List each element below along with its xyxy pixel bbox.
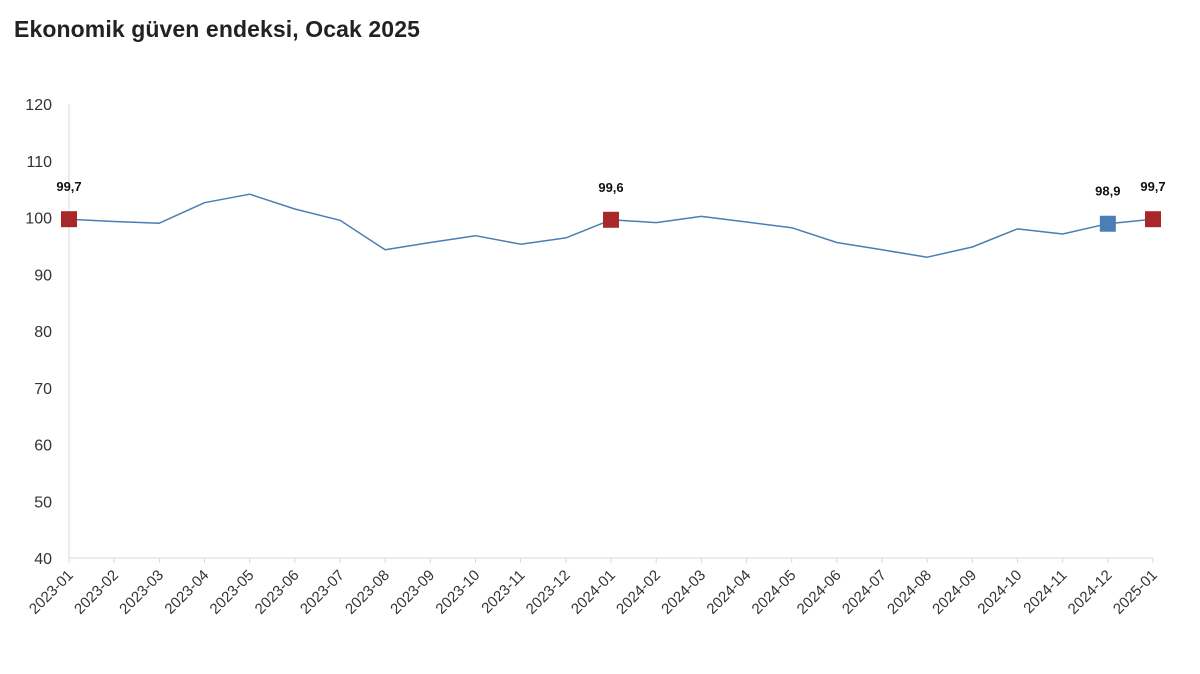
y-tick-label: 70 (34, 381, 52, 398)
data-label: 98,9 (1095, 184, 1120, 199)
x-tick-label: 2024-09 (929, 567, 980, 618)
x-tick-label: 2023-01 (26, 567, 77, 618)
x-tick-label: 2023-03 (116, 567, 167, 618)
x-tick-label: 2023-02 (71, 567, 122, 618)
x-tick-label: 2024-06 (794, 567, 845, 618)
x-tick-label: 2024-05 (749, 567, 800, 618)
x-tick-label: 2024-01 (568, 567, 619, 618)
chart-title: Ekonomik güven endeksi, Ocak 2025 (14, 16, 420, 42)
x-tick-label: 2024-10 (974, 567, 1025, 618)
x-tick-label: 2023-09 (387, 567, 438, 618)
x-axis: 2023-012023-022023-032023-042023-052023-… (26, 557, 1161, 618)
y-tick-label: 120 (25, 97, 52, 114)
data-label: 99,7 (1140, 179, 1165, 194)
x-tick-label: 2024-12 (1065, 567, 1116, 618)
x-tick-label: 2023-04 (161, 567, 212, 618)
x-tick-label: 2023-10 (432, 567, 483, 618)
y-tick-label: 60 (34, 438, 52, 455)
x-tick-label: 2024-02 (613, 567, 664, 618)
x-tick-label: 2023-06 (252, 567, 303, 618)
y-tick-label: 90 (34, 267, 52, 284)
x-tick-label: 2023-05 (207, 567, 258, 618)
x-tick-label: 2024-11 (1020, 567, 1070, 617)
x-tick-label: 2025-01 (1110, 567, 1161, 618)
x-tick-label: 2023-12 (523, 567, 574, 618)
y-tick-label: 100 (25, 211, 52, 228)
highlight-marker (61, 211, 77, 228)
data-label: 99,7 (56, 179, 81, 194)
y-tick-label: 80 (34, 324, 52, 341)
y-tick-label: 50 (34, 494, 52, 511)
highlight-marker (1145, 211, 1161, 228)
data-label: 99,6 (598, 180, 623, 195)
x-tick-label: 2024-03 (658, 567, 709, 618)
y-tick-label: 110 (26, 154, 52, 171)
x-tick-label: 2023-08 (342, 567, 393, 618)
y-axis: 40 50 60 70 80 90 100 110 120 (25, 97, 70, 568)
x-tick-label: 2023-11 (478, 567, 528, 617)
y-tick-label: 40 (34, 551, 52, 568)
x-tick-label: 2023-07 (297, 567, 348, 618)
x-tick-label: 2024-07 (839, 567, 890, 618)
x-tick-label: 2024-04 (703, 567, 754, 618)
marker-layer: 99,7 99,6 98,9 99,7 (56, 179, 1166, 232)
highlight-marker (1099, 215, 1116, 232)
highlight-marker (603, 211, 619, 228)
x-tick-label: 2024-08 (884, 567, 935, 618)
